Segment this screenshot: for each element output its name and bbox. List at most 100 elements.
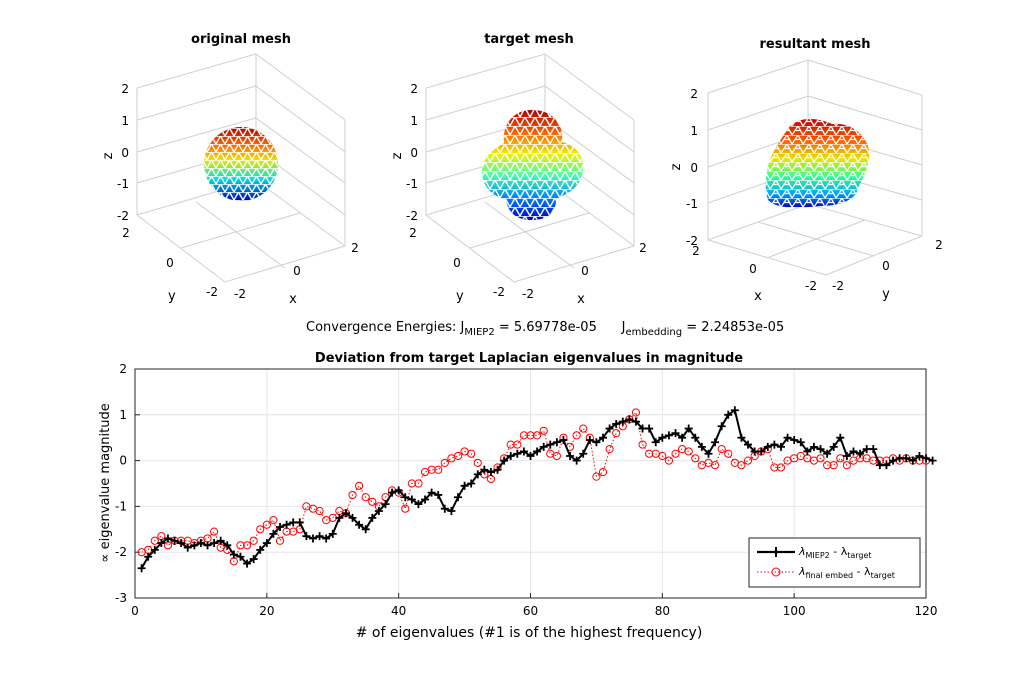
- data-point-miep2: [559, 435, 568, 444]
- data-point-miep2: [388, 488, 397, 497]
- data-point-miep2: [717, 422, 726, 431]
- data-point-final-embed: [355, 481, 364, 490]
- data-point-final-embed: [368, 497, 377, 506]
- data-point-miep2: [513, 449, 522, 458]
- data-point-miep2: [262, 539, 271, 548]
- data-point-final-embed: [315, 506, 324, 516]
- data-point-miep2: [480, 465, 489, 474]
- z-tick: -1: [406, 177, 418, 191]
- x-tick: 2: [935, 238, 943, 252]
- y-tick: 2: [122, 226, 130, 240]
- data-point-miep2: [684, 424, 693, 433]
- data-point-miep2: [210, 539, 219, 548]
- z-tick: 1: [121, 114, 129, 128]
- data-point-final-embed: [684, 447, 693, 456]
- legend-text: λ: [798, 545, 806, 558]
- data-point-miep2: [414, 500, 423, 509]
- data-point-miep2: [605, 424, 614, 433]
- x-tick-labels: 2 -2 0 2: [692, 238, 943, 293]
- data-point-final-embed: [440, 458, 449, 467]
- data-point-final-embed: [506, 440, 515, 449]
- x-tick-labels: -2 0 2: [234, 241, 359, 301]
- data-point-miep2: [282, 520, 291, 529]
- data-point-miep2: [401, 493, 410, 502]
- data-point-miep2: [328, 529, 337, 538]
- legend: λMIEP2 - λtarget λfinal embed - λtarget: [748, 537, 921, 588]
- data-point-miep2: [546, 440, 555, 449]
- z-tick: -2: [117, 209, 129, 223]
- data-point-final-embed: [631, 408, 641, 417]
- legend-text: - λ: [853, 565, 871, 578]
- data-point-miep2: [889, 456, 898, 465]
- data-point-final-embed: [539, 426, 548, 435]
- data-point-miep2: [355, 520, 364, 529]
- data-point-final-embed: [598, 467, 608, 477]
- data-point-final-embed: [467, 449, 476, 458]
- y-axis-label: ∝ eigenvalue magnitude: [98, 403, 113, 562]
- z-tick: -2: [406, 209, 418, 223]
- data-point-final-embed: [717, 445, 726, 454]
- data-point-miep2: [434, 490, 443, 499]
- series-line-final-embed: [141, 411, 926, 563]
- mesh-title: target mesh: [484, 32, 574, 47]
- data-point-miep2: [809, 442, 818, 451]
- data-point-miep2: [585, 435, 594, 444]
- mesh-panel-original: original mesh 2 1 0 -1 -2 z 2 0 -2 y -2 …: [101, 32, 359, 307]
- data-point-final-embed: [427, 465, 436, 474]
- data-point-final-embed: [605, 445, 614, 454]
- sphere-mesh: [204, 127, 278, 201]
- box-axes: [425, 53, 635, 283]
- data-point-miep2: [183, 543, 192, 552]
- data-point-miep2: [223, 541, 232, 550]
- z-tick-labels: 2 1 0 -1 -2: [406, 82, 418, 223]
- y-tick: 0: [453, 256, 461, 270]
- x-tick-label: 100: [783, 604, 806, 618]
- x-tick: 2: [351, 241, 359, 255]
- data-point-final-embed: [236, 541, 245, 550]
- x-tick: 0: [581, 264, 589, 278]
- y-tick: -2: [206, 285, 218, 299]
- x-axis-label: x: [289, 292, 297, 307]
- data-point-miep2: [453, 493, 462, 502]
- data-point-miep2: [243, 559, 252, 568]
- y-tick-labels: 0 -2: [832, 259, 890, 293]
- data-point-miep2: [315, 532, 324, 541]
- data-point-miep2: [533, 447, 542, 456]
- mesh-panel-target: target mesh 2 1 0 -1 -2 z 2 0 -2 y -2 0 …: [390, 32, 647, 307]
- data-point-miep2: [928, 456, 937, 465]
- data-point-miep2: [882, 461, 891, 470]
- data-point-miep2: [519, 447, 528, 456]
- energies-prefix: Convergence Energies: J: [306, 320, 464, 335]
- data-point-miep2: [144, 552, 153, 561]
- z-tick: -1: [686, 197, 698, 211]
- data-point-miep2: [526, 452, 535, 461]
- data-point-miep2: [711, 438, 720, 447]
- legend-text: target: [847, 551, 871, 560]
- y-tick-label: 0: [119, 454, 127, 468]
- data-point-final-embed: [638, 440, 647, 449]
- legend-marker-miep2: [771, 547, 781, 557]
- x-tick-label: 0: [131, 604, 139, 618]
- data-point-final-embed: [401, 504, 410, 513]
- y-tick-labels: 2 0 -2: [122, 226, 218, 299]
- legend-text: λ: [798, 565, 806, 578]
- data-point-miep2: [915, 452, 924, 461]
- data-point-final-embed: [532, 431, 542, 440]
- legend-box: [748, 537, 921, 588]
- data-point-miep2: [249, 555, 258, 564]
- data-point-miep2: [506, 452, 515, 461]
- mesh-title: original mesh: [191, 32, 291, 47]
- data-point-miep2: [651, 438, 660, 447]
- data-point-final-embed: [710, 461, 720, 470]
- series-final-embed: [137, 408, 931, 566]
- eigenvalue-chart: Deviation from target Laplacian eigenval…: [98, 351, 937, 641]
- data-point-final-embed: [262, 520, 271, 529]
- data-point-miep2: [691, 433, 700, 442]
- z-axis-label: z: [390, 152, 405, 159]
- data-point-miep2: [796, 438, 805, 447]
- data-point-final-embed: [770, 463, 779, 472]
- data-point-miep2: [618, 417, 627, 426]
- data-point-miep2: [163, 534, 172, 543]
- energies-label2: J: [597, 320, 626, 335]
- z-tick: 1: [410, 114, 418, 128]
